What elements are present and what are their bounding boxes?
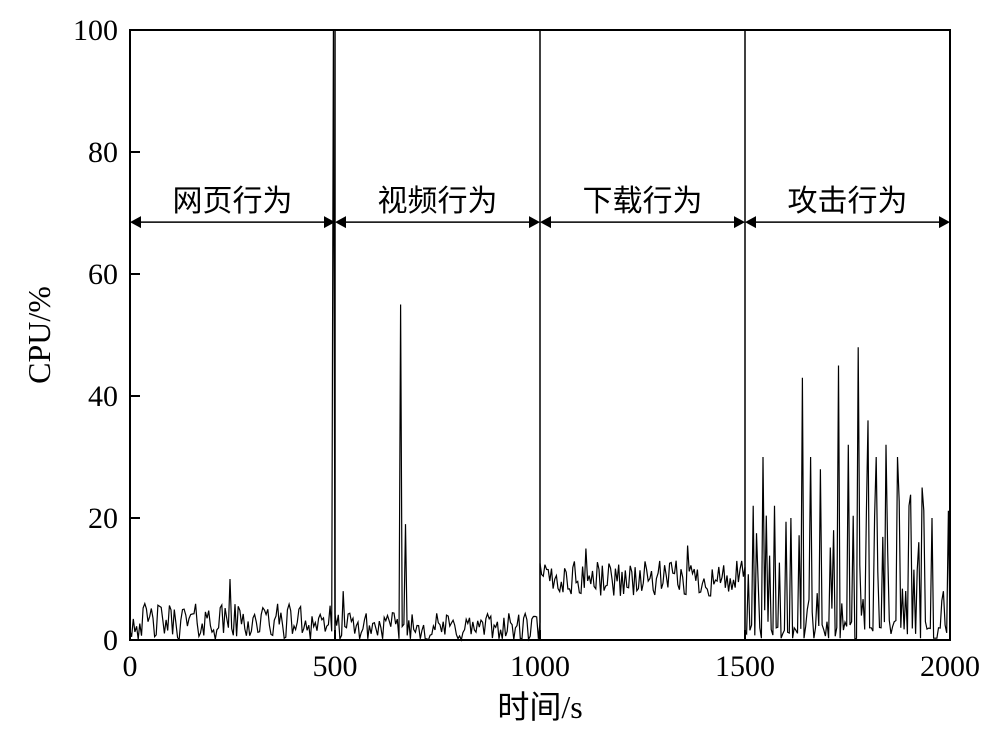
y-tick-label: 40	[88, 380, 118, 413]
cpu-time-chart: 0 500 1000 1500 2000 0 20 40 60 80 100 时间/s CPU/% 网页行…	[0, 0, 1000, 743]
region-label: 视频行为	[378, 185, 498, 218]
chart-svg: 0 500 1000 1500 2000 0 20 40 60 80 100 时间/s CPU/% 网页行…	[0, 0, 1000, 743]
y-tick-label: 100	[73, 14, 118, 47]
y-tick-label: 80	[88, 136, 118, 169]
arrow-left-icon	[335, 216, 346, 228]
y-tick-label: 0	[103, 624, 118, 657]
y-tick-label: 20	[88, 502, 118, 535]
x-axis-label: 时间/s	[497, 689, 582, 725]
arrow-right-icon	[529, 216, 540, 228]
y-tick-label: 60	[88, 258, 118, 291]
x-tick-label: 2000	[920, 650, 980, 683]
x-tick-label: 0	[123, 650, 138, 683]
x-tick-label: 1500	[715, 650, 775, 683]
x-tick-label: 500	[313, 650, 358, 683]
arrow-right-icon	[734, 216, 745, 228]
arrow-right-icon	[939, 216, 950, 228]
region-label: 攻击行为	[788, 185, 908, 218]
region-label: 下载行为	[583, 185, 703, 218]
arrow-left-icon	[745, 216, 756, 228]
y-axis-label: CPU/%	[21, 286, 57, 384]
arrow-left-icon	[540, 216, 551, 228]
region-label: 网页行为	[173, 185, 293, 218]
x-tick-label: 1000	[510, 650, 570, 683]
arrow-left-icon	[130, 216, 141, 228]
